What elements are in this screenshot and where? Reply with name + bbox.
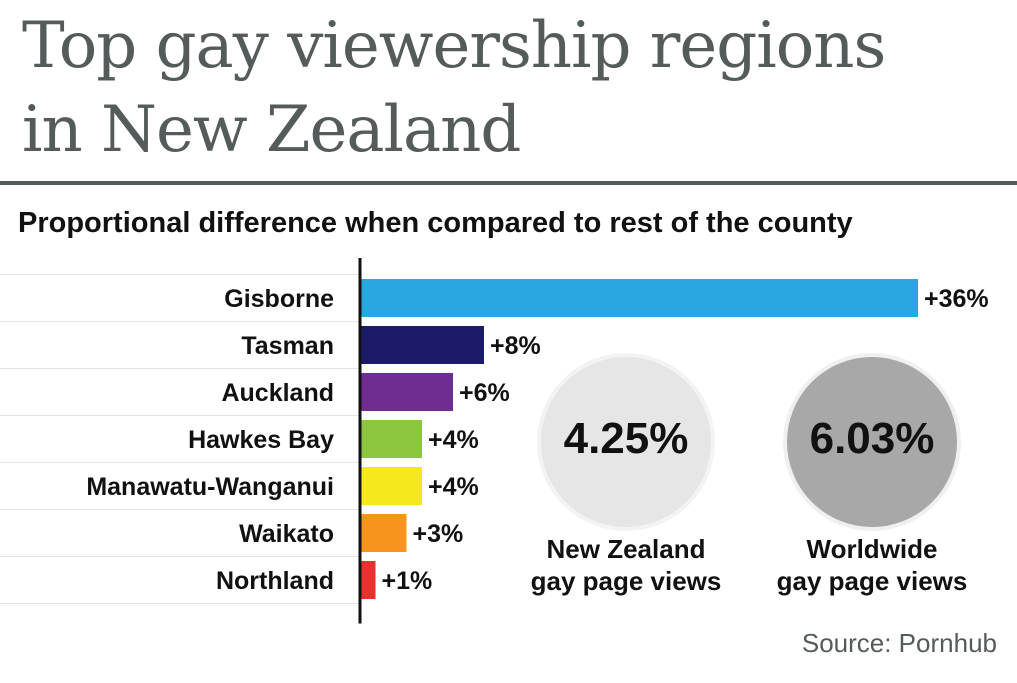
nz-stat-label-line-2: gay page views [530, 566, 722, 596]
title-divider [0, 181, 1017, 185]
bar-gisborne [360, 279, 918, 317]
category-label: Gisborne [224, 285, 334, 313]
bars [360, 279, 918, 599]
bar-tasman [360, 326, 484, 364]
chart-title-line-1: Top gay viewership regions [22, 9, 886, 83]
worldwide-stat-label: Worldwide gay page views [742, 533, 1002, 597]
worldwide-stat-value: 6.03% [809, 414, 935, 463]
value-label: +4% [428, 473, 479, 501]
nz-stat-label: New Zealand gay page views [496, 533, 756, 597]
bar-manawatu-wanganui [360, 467, 422, 505]
nz-stat-value: 4.25% [563, 414, 689, 463]
value-label: +1% [382, 567, 433, 595]
category-label: Waikato [239, 520, 334, 548]
value-label: +8% [490, 332, 541, 360]
row-separators [0, 274, 360, 604]
bar-waikato [360, 514, 407, 552]
nz-stat-circle [537, 353, 715, 531]
bar-auckland [360, 373, 453, 411]
value-label: +3% [413, 520, 464, 548]
value-label: +6% [459, 379, 510, 407]
value-labels: +36% +8% +6% +4% +4% +3% +1% [382, 285, 989, 595]
chart-title: Top gay viewership regions in New Zealan… [22, 4, 886, 172]
bar-chart: Gisborne Tasman Auckland Hawkes Bay Manawatu… [0, 258, 989, 624]
value-label: +4% [428, 426, 479, 454]
category-label: Hawkes Bay [188, 426, 334, 454]
chart-title-line-2: in New Zealand [22, 93, 521, 167]
category-label: Tasman [241, 332, 334, 360]
category-label: Auckland [221, 379, 334, 407]
bar-northland [360, 561, 376, 599]
worldwide-stat-label-line-2: gay page views [776, 566, 968, 596]
worldwide-stat-circle [783, 353, 961, 531]
bar-hawkes-bay [360, 420, 422, 458]
category-labels: Gisborne Tasman Auckland Hawkes Bay Manawatu… [86, 285, 334, 595]
value-label: +36% [924, 285, 989, 313]
source-credit: Source: Pornhub [801, 628, 997, 658]
nz-stat-label-line-1: New Zealand [546, 534, 706, 564]
chart-subtitle: Proportional difference when compared to… [18, 207, 853, 239]
category-label: Manawatu-Wanganui [86, 473, 334, 501]
category-label: Northland [216, 567, 334, 595]
worldwide-stat-label-line-1: Worldwide [806, 534, 938, 564]
